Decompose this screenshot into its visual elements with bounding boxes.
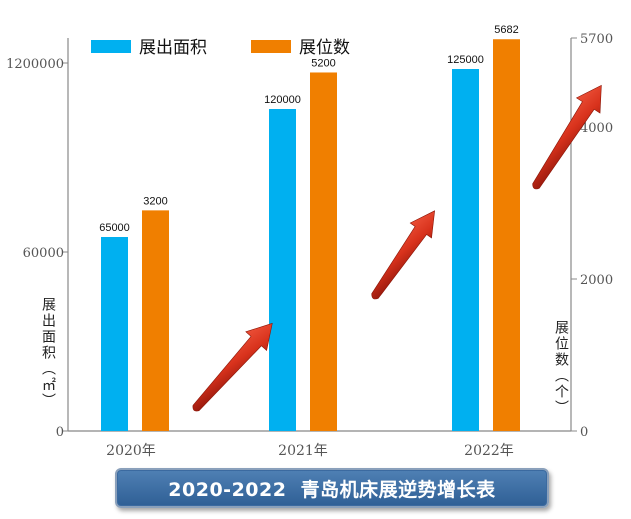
legend: 展出面积 展位数 [91,38,350,58]
value-label-area-2021: 120000 [264,94,301,106]
chart-title: 2020-2022 青岛机床展逆势增长表 [168,478,496,501]
right-axis-title: 展位数（个） [553,320,569,416]
bar-area-2022 [452,69,479,431]
legend-swatch-area [91,40,131,53]
bar-area-2020 [101,237,128,431]
bar-booths-2021 [310,72,337,431]
right-tick-label: 2000 [580,273,613,288]
value-label-booths-2022: 5682 [494,24,518,36]
value-label-booths-2020: 3200 [143,195,167,207]
chart-title-banner: 2020-2022 青岛机床展逆势增长表 [115,468,549,508]
left-tick-label: 60000 [23,246,64,261]
right-tick-label: 5700 [580,32,613,47]
right-tick-label: 4000 [580,121,613,136]
growth-arrow-1 [192,322,273,412]
right-tick-label: 0 [580,425,588,440]
legend-swatch-booths [251,40,291,53]
bar-booths-2020 [142,210,169,431]
growth-arrow-2 [371,210,436,300]
left-ticks: 1200000 60000 0 [6,57,68,440]
left-tick-label: 0 [56,425,64,440]
growth-arrow-3 [532,84,602,190]
category-label-2020: 2020年 [106,443,156,459]
category-label-2022: 2022年 [464,443,514,459]
left-axis-title: 展出面积（㎡） [40,297,56,409]
bar-booths-2022 [493,39,520,431]
value-label-booths-2021: 5200 [311,57,335,69]
legend-label-booths: 展位数 [299,38,350,58]
legend-label-area: 展出面积 [139,38,207,58]
bar-area-2021 [269,109,296,431]
value-label-area-2020: 65000 [99,222,130,234]
value-label-area-2022: 125000 [447,54,484,66]
category-label-2021: 2021年 [278,443,328,459]
right-ticks: 5700 4000 2000 0 [571,32,613,440]
left-tick-label: 1200000 [6,57,64,72]
